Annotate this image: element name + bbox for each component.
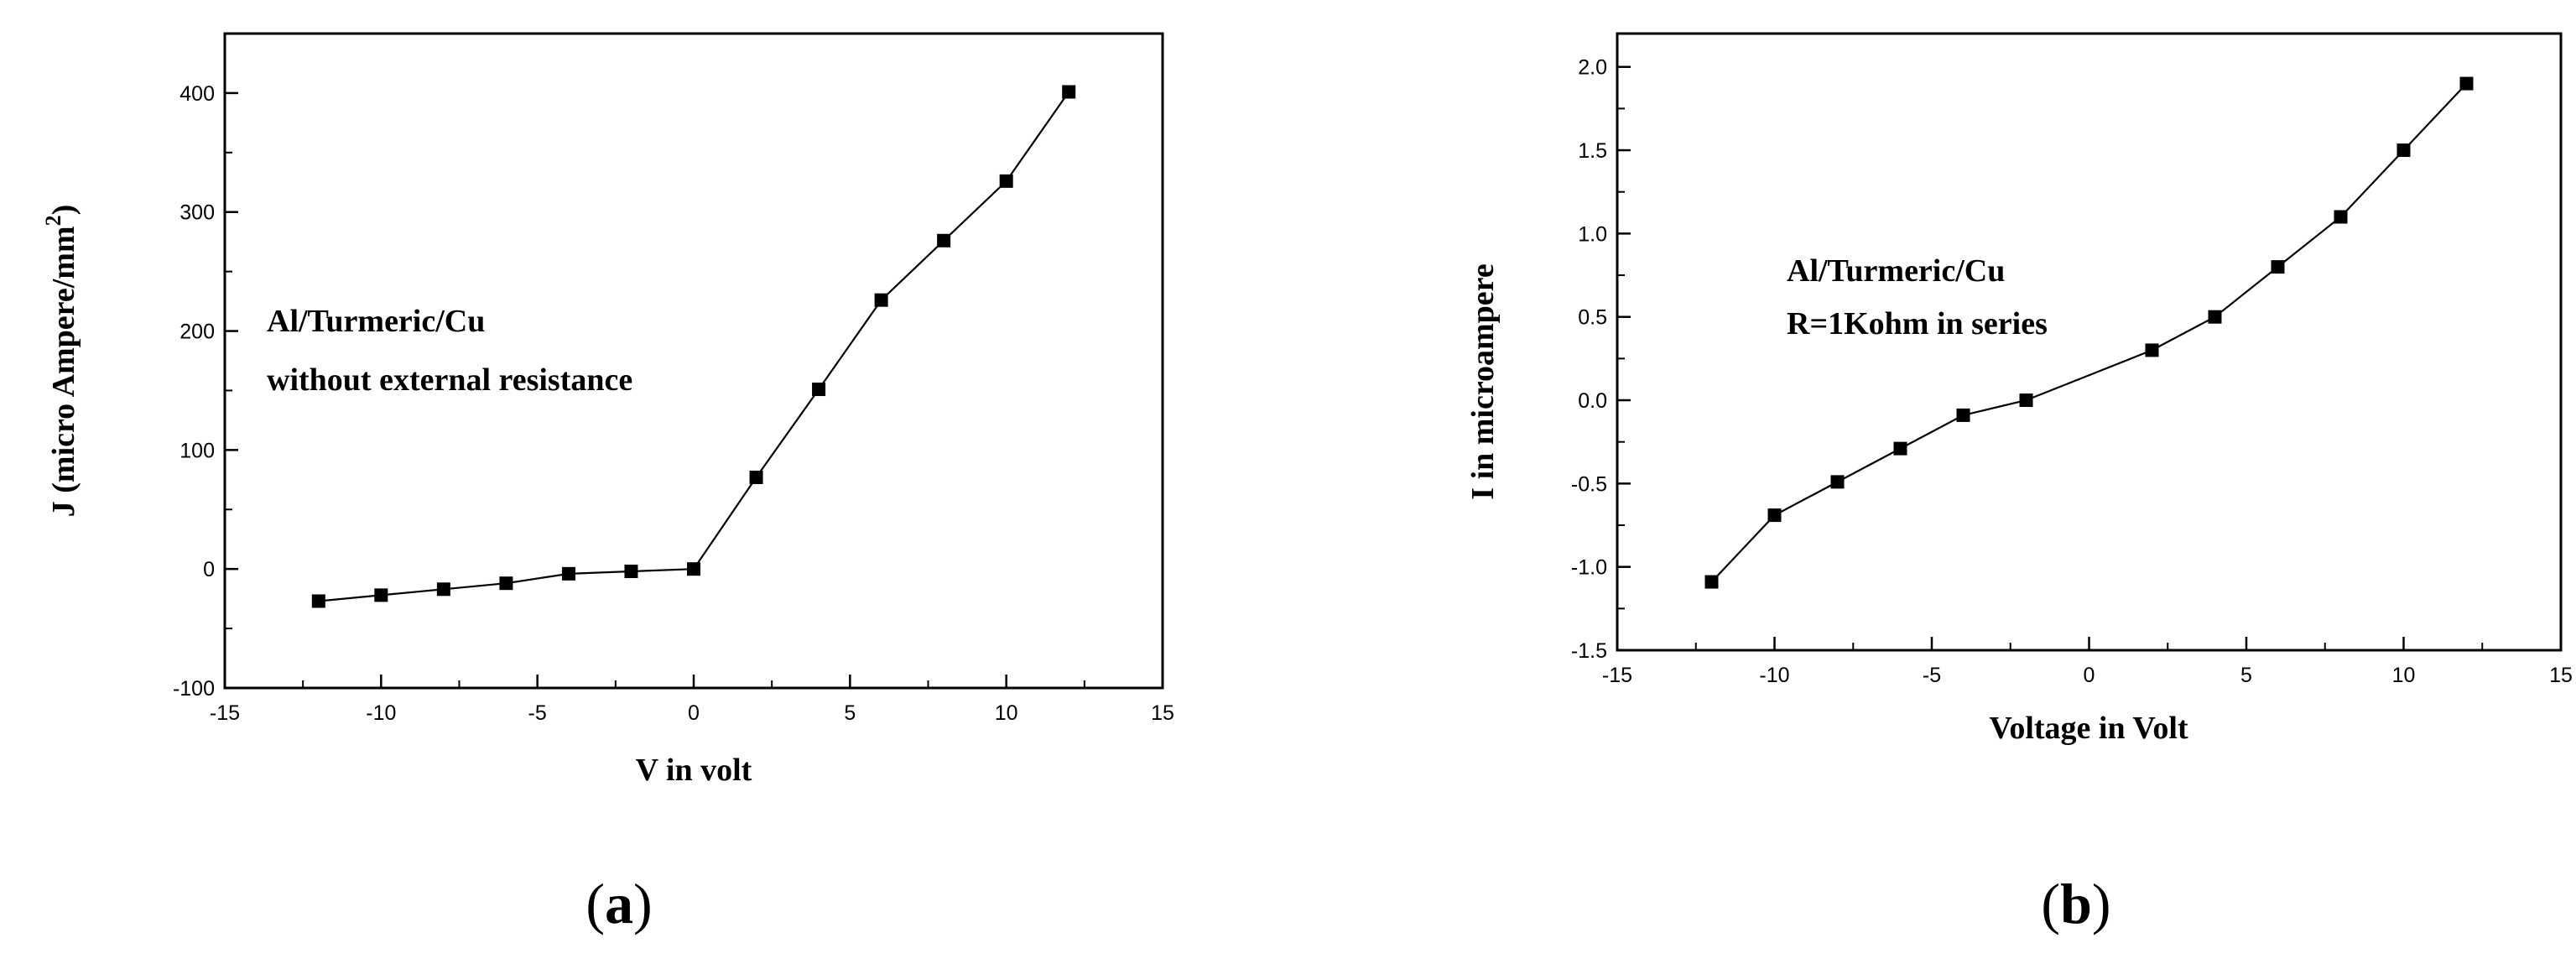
data-point-marker [1062, 85, 1076, 99]
y-tick-label: -1.0 [1571, 556, 1607, 580]
annotation-line: R=1Kohm in series [1787, 306, 2048, 341]
x-tick-label: -10 [366, 701, 396, 725]
y-axis-label-close: ) [46, 205, 81, 216]
y-tick-label: 0.0 [1578, 389, 1607, 413]
x-tick-label: -5 [1923, 664, 1941, 687]
data-point-marker [2019, 393, 2033, 408]
y-axis-label: I in microampere [1465, 263, 1501, 499]
x-tick-label: 15 [2549, 664, 2573, 687]
x-tick-label: 0 [688, 701, 700, 725]
x-tick-label: 5 [2240, 664, 2252, 687]
y-tick-label: 300 [180, 201, 215, 225]
y-tick-label: 200 [180, 320, 215, 344]
plot-frame [223, 32, 1164, 690]
x-tick-label: 0 [2084, 664, 2095, 687]
annotation-line: without external resistance [267, 362, 632, 398]
data-point-marker [1830, 475, 1845, 489]
plot-frame [1616, 32, 2563, 652]
data-point-marker [1956, 408, 1970, 422]
y-tick-label: -100 [173, 677, 215, 701]
panel-caption: (b) [2041, 872, 2110, 935]
y-tick-label: 2.0 [1578, 56, 1607, 80]
chart-panel-a: -15 -10 -5 0 5 10 15 -100 0 100 200 300 400 Al/Turmer… [41, 32, 1174, 935]
series-line [318, 91, 1070, 602]
data-point-marker [2271, 260, 2285, 274]
data-point-marker [2334, 210, 2348, 224]
data-point-marker [1767, 508, 1782, 523]
caption-letter: b [2060, 872, 2092, 935]
y-tick-label: -1.5 [1571, 639, 1607, 663]
y-tick-label: 400 [180, 82, 215, 106]
data-point-marker [561, 566, 575, 581]
data-point-marker [687, 562, 700, 576]
y-tick-label: -0.5 [1571, 472, 1607, 496]
caption-open-paren: ( [2041, 872, 2060, 935]
y-tick-label: 0.5 [1578, 306, 1607, 330]
annotation-line: Al/Turmeric/Cu [267, 304, 485, 339]
y-axis-label-superscript: 2 [41, 215, 65, 226]
y-axis-label: J (micro Ampere/mm2) [41, 205, 81, 517]
x-tick-label: -5 [528, 701, 547, 725]
data-point-marker [812, 383, 826, 397]
y-tick-label: 0 [203, 558, 215, 581]
data-point-marker [937, 233, 951, 248]
data-point-marker [874, 293, 888, 307]
data-point-marker [2208, 310, 2222, 324]
x-tick-label: 15 [1151, 701, 1174, 725]
data-point-marker [436, 582, 450, 597]
chart-panel-b: -15 -10 -5 0 5 10 15 -1.5 -1.0 -0.5 0.0 0.5 1.0 1.5 2.… [1465, 32, 2573, 935]
data-point-marker [374, 588, 388, 602]
caption-letter: a [605, 872, 633, 935]
data-point-marker [1704, 575, 1719, 589]
series-line [1710, 82, 2468, 583]
caption-open-paren: ( [585, 872, 605, 935]
x-axis-label: V in volt [636, 753, 752, 788]
data-point-marker [2145, 343, 2159, 357]
data-point-marker [2459, 76, 2474, 91]
x-tick-label: -15 [210, 701, 240, 725]
data-point-marker [499, 576, 513, 591]
x-tick-label: -10 [1759, 664, 1789, 687]
panel-caption: (a) [585, 872, 652, 935]
caption-close-paren: ) [2092, 872, 2111, 935]
caption-close-paren: ) [633, 872, 653, 935]
annotation-line: Al/Turmeric/Cu [1787, 253, 2005, 289]
x-tick-label: 10 [2392, 664, 2416, 687]
y-tick-label: 1.0 [1578, 222, 1607, 246]
data-point-marker [999, 174, 1013, 188]
data-point-marker [311, 594, 325, 608]
x-tick-label: 10 [995, 701, 1018, 725]
y-axis-label-text: I in microampere [1465, 263, 1501, 499]
data-point-marker [1893, 441, 1907, 456]
y-tick-label: 100 [180, 439, 215, 462]
data-point-marker [624, 565, 638, 579]
data-point-marker [2396, 143, 2411, 158]
x-tick-label: -15 [1602, 664, 1632, 687]
y-axis-label-text: J (micro Ampere/mm [46, 226, 81, 517]
x-axis-label: Voltage in Volt [1989, 711, 2188, 746]
x-tick-label: 5 [844, 701, 856, 725]
data-point-marker [749, 470, 763, 484]
y-tick-label: 1.5 [1578, 139, 1607, 163]
